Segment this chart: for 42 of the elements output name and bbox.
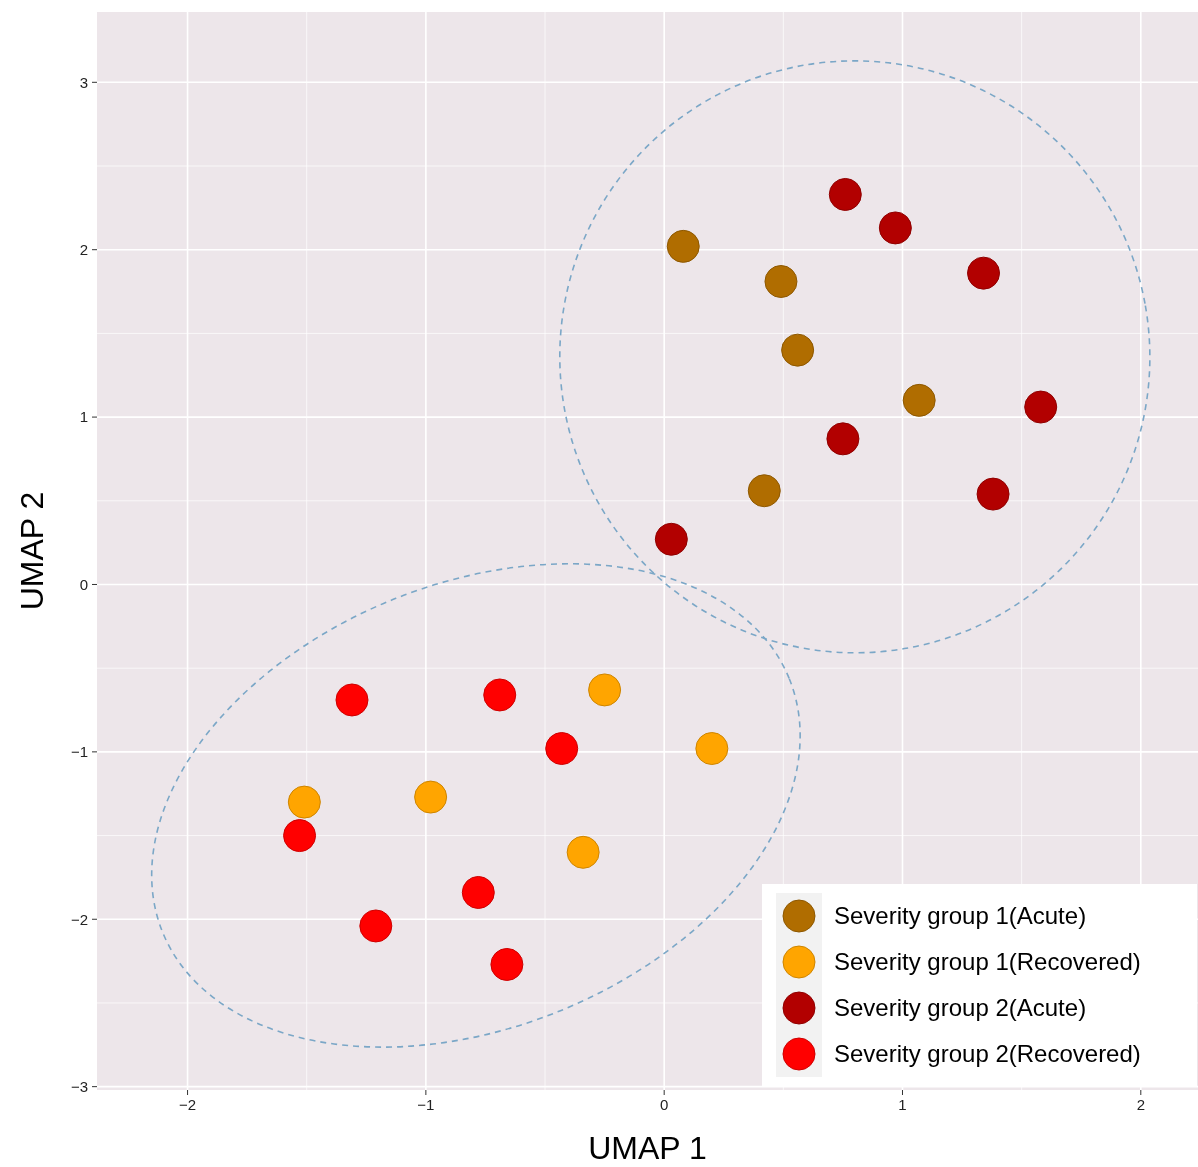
point [545, 732, 579, 766]
point [764, 265, 798, 298]
x-tick-label: −2 [179, 1096, 197, 1113]
point [747, 474, 781, 508]
legend-label: Severity group 1(Recovered) [834, 948, 1141, 976]
point [967, 256, 1001, 290]
point [483, 678, 517, 712]
point [976, 477, 1010, 511]
point [461, 875, 495, 909]
point [666, 229, 700, 263]
point [566, 835, 600, 869]
y-tick-label: −3 [70, 1077, 88, 1095]
point [878, 211, 912, 245]
y-axis-title: UMAP 2 [14, 491, 50, 611]
x-tick-label: 0 [660, 1096, 669, 1113]
x-axis-title: UMAP 1 [588, 1130, 707, 1166]
point [1024, 390, 1058, 424]
x-tick-label: 2 [1136, 1096, 1145, 1113]
point [335, 683, 369, 717]
point [654, 522, 688, 556]
legend-label: Severity group 2(Acute) [834, 994, 1087, 1022]
y-tick-label: 3 [79, 73, 88, 91]
y-tick-label: −2 [70, 910, 88, 928]
legend-label: Severity group 1(Acute) [834, 902, 1087, 930]
y-tick-label: 2 [79, 240, 88, 258]
y-tick-label: 1 [79, 408, 88, 426]
point [826, 422, 860, 456]
point [695, 732, 729, 766]
point [287, 785, 321, 819]
legend-label: Severity group 2(Recovered) [834, 1040, 1141, 1068]
x-tick-label: −1 [417, 1096, 435, 1113]
point [490, 947, 524, 981]
point [902, 383, 936, 417]
point [781, 333, 815, 367]
point [414, 780, 448, 814]
point [283, 819, 317, 853]
point [828, 177, 862, 211]
x-tick-label: 1 [898, 1096, 907, 1113]
point [359, 909, 393, 943]
point [588, 673, 622, 707]
y-tick-label: −1 [70, 743, 88, 761]
y-tick-label: 0 [79, 575, 88, 593]
